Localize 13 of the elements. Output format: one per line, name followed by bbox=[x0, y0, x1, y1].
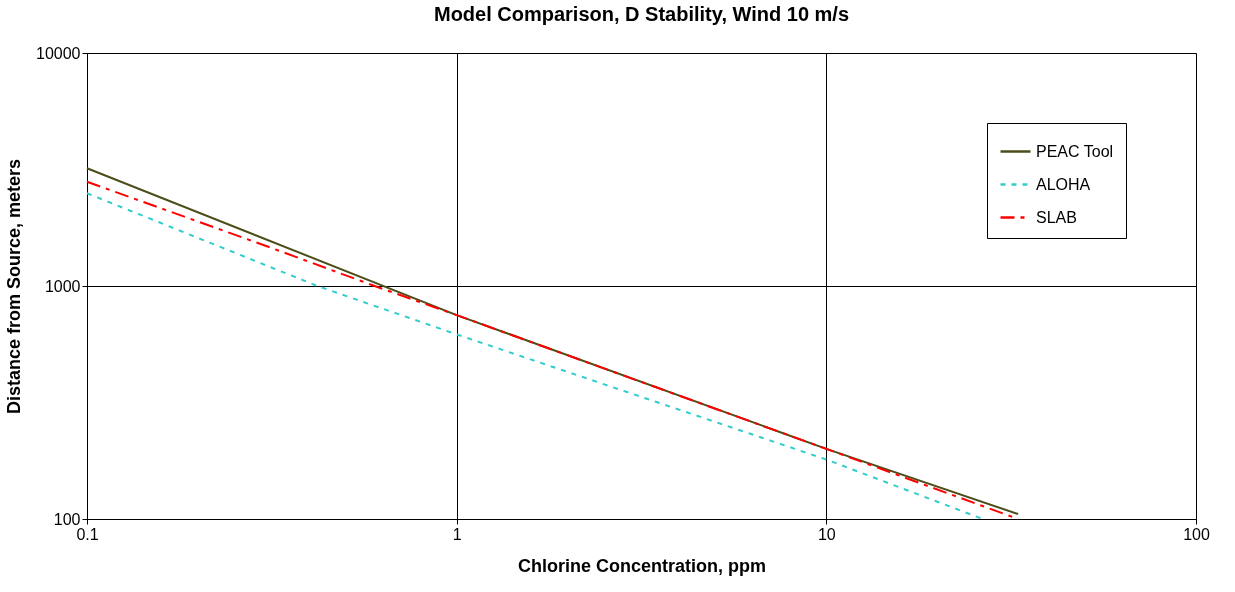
x-tick-label: 100 bbox=[1183, 525, 1210, 543]
y-tick-label: 10000 bbox=[36, 44, 81, 62]
y-tick-label: 100 bbox=[53, 510, 81, 528]
legend-label: SLAB bbox=[1036, 208, 1077, 226]
legend-label: ALOHA bbox=[1036, 175, 1091, 193]
y-tick-label: 1000 bbox=[44, 277, 81, 295]
y-axis-title: Distance from Source, meters bbox=[4, 158, 25, 415]
chart-title: Model Comparison, D Stability, Wind 10 m/s bbox=[433, 3, 850, 25]
x-axis-title: Chlorine Concentration, ppm bbox=[517, 555, 767, 576]
x-tick-label: 0.1 bbox=[76, 525, 99, 543]
x-tick-label: 1 bbox=[452, 525, 462, 543]
x-tick-label: 10 bbox=[817, 525, 836, 543]
legend-label: PEAC Tool bbox=[1036, 142, 1114, 160]
